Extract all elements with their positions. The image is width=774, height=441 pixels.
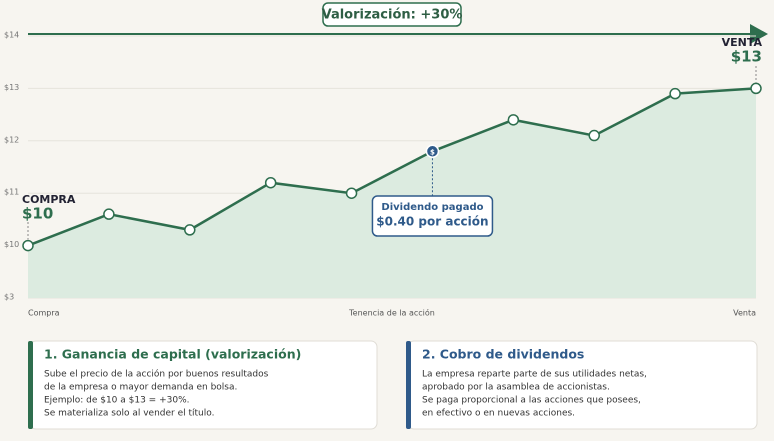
card-line: en efectivo o en nuevas acciones. [422, 409, 575, 419]
y-tick-label: $12 [4, 135, 19, 144]
card-line: Ejemplo: de $10 a $13 = +30%. [44, 396, 189, 406]
x-tick-label: Venta [733, 309, 756, 318]
point-annotation: VENTA [722, 36, 763, 49]
banner-box [322, 2, 462, 27]
card-line: Se materializa solo al vender el título. [44, 409, 214, 419]
y-tick-label: $14 [4, 31, 19, 40]
card-line: La empresa reparte parte de sus utilidad… [422, 370, 647, 380]
point [264, 176, 277, 189]
y-tick-label: $10 [4, 240, 19, 249]
point [103, 208, 115, 220]
card-accent [28, 341, 33, 429]
area [28, 88, 756, 299]
y-tick-label: $11 [4, 188, 19, 197]
dividend-point [425, 144, 440, 159]
card-line: de la empresa o mayor demanda en bolsa. [44, 383, 237, 393]
card-line: Se paga proporcional a las acciones que … [422, 396, 641, 406]
callout-box [371, 195, 494, 237]
banner: Valorización: +30% [322, 8, 463, 23]
dividend-icon: $ [430, 148, 435, 156]
card-title: 2. Cobro de dividendos [422, 347, 584, 362]
card-line: Sube el precio de la acción por buenos r… [44, 369, 269, 380]
point-annotation: COMPRA [22, 193, 76, 206]
card-accent [406, 341, 411, 429]
callout-text: $0.40 por acción [376, 215, 488, 229]
point [22, 239, 34, 252]
value-label: $13 [731, 48, 762, 66]
point [345, 187, 358, 199]
callout-title: Dividendo pagado [381, 202, 483, 213]
point [750, 82, 762, 95]
card-line: aprobado por la asamblea de accionistas. [422, 383, 610, 393]
point [588, 129, 600, 142]
point [507, 114, 520, 126]
x-tick-label: Compra [28, 309, 60, 318]
point [184, 224, 196, 236]
y-tick-label: $13 [4, 83, 19, 92]
point [669, 87, 681, 100]
value-label: $10 [22, 205, 53, 223]
card-title: 1. Ganancia de capital (valorización) [44, 347, 301, 362]
y-tick-label: $3 [4, 293, 14, 302]
x-axis-label: Tenencia de la acción [348, 308, 435, 318]
line [27, 87, 757, 247]
